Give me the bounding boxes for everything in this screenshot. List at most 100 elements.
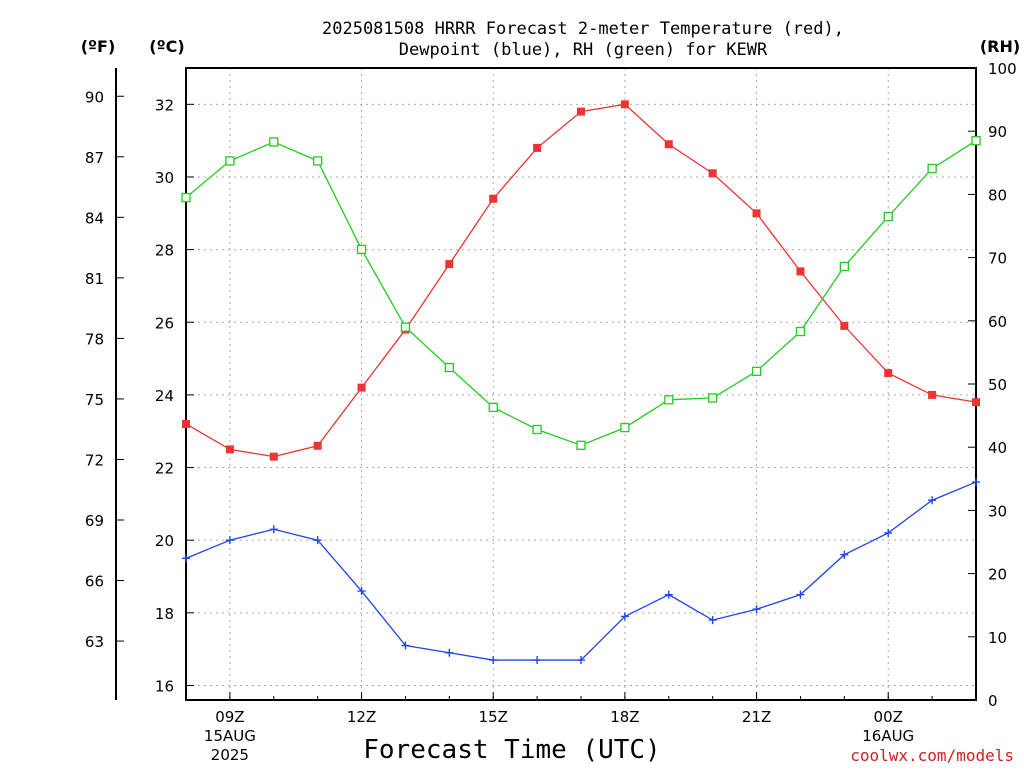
celsius-tick-label: 28: [155, 242, 174, 260]
celsius-unit-label: (ºC): [149, 37, 184, 56]
dewpoint-point: [313, 536, 322, 545]
fahrenheit-tick-label: 90: [85, 88, 104, 106]
fahrenheit-tick-label: 78: [85, 330, 104, 348]
celsius-tick-label: 22: [155, 460, 174, 478]
rh-point: [971, 136, 981, 146]
x-tick-label: 12Z: [347, 708, 376, 726]
x-tick-label: 21Z: [742, 708, 771, 726]
rh-point: [664, 395, 674, 405]
fahrenheit-tick-label: 81: [85, 270, 104, 288]
fahrenheit-unit-label: (ºF): [81, 37, 116, 56]
grid-lines: [186, 68, 976, 700]
rh-point: [488, 402, 498, 413]
fahrenheit-tick-label: 72: [85, 451, 104, 469]
x-axis-title: Forecast Time (UTC): [363, 735, 660, 765]
temperature-point: [182, 419, 190, 428]
rh-tick-label: 70: [988, 250, 1007, 268]
rh-point: [356, 244, 367, 255]
temperature-point: [225, 445, 234, 454]
dewpoint-point: [269, 525, 278, 534]
dewpoint-point: [752, 605, 761, 614]
dewpoint-point: [182, 554, 190, 563]
rh-point: [576, 440, 586, 450]
celsius-tick-label: 16: [155, 677, 174, 695]
rh-point: [400, 322, 411, 332]
rh-tick-label: 60: [988, 313, 1007, 331]
rh-point: [795, 326, 806, 337]
rh-point: [313, 156, 323, 166]
temperature-point: [664, 140, 673, 149]
dewpoint-point: [577, 656, 585, 665]
dewpoint-point: [884, 528, 893, 537]
temperature-point: [533, 143, 542, 152]
dewpoint-point: [357, 587, 366, 596]
temperature-point: [884, 369, 893, 378]
chart-title-line1: 2025081508 HRRR Forecast 2-meter Tempera…: [322, 19, 844, 39]
x-tick-date-label: 16AUG: [862, 727, 914, 745]
rh-unit-label: (RH): [980, 37, 1020, 56]
rh-point: [620, 422, 630, 433]
dewpoint-point: [445, 648, 454, 657]
dewpoint-point: [708, 616, 717, 625]
dewpoint-point: [489, 656, 498, 665]
temperature-point: [708, 169, 717, 178]
temperature-point: [445, 260, 454, 269]
dewpoint-point: [796, 590, 805, 599]
dewpoint-point: [840, 550, 849, 559]
rh-tick-label: 100: [988, 60, 1017, 78]
dewpoint-point: [972, 478, 980, 487]
rh-point: [883, 211, 893, 222]
dewpoint-point: [928, 496, 937, 505]
series-lines: [181, 100, 981, 665]
series-line-rh: [185, 140, 977, 446]
credit-text: coolwx.com/models: [850, 746, 1014, 765]
temperature-point: [796, 267, 805, 276]
series-dewpoint: [182, 478, 980, 665]
dewpoint-point: [533, 656, 542, 665]
rh-tick-label: 90: [988, 123, 1007, 141]
temperature-point: [577, 107, 585, 116]
temperature-point: [972, 398, 980, 407]
temperature-point: [752, 209, 761, 218]
dewpoint-point: [401, 641, 410, 650]
fahrenheit-tick-label: 84: [85, 209, 104, 227]
x-tick-label: 18Z: [610, 708, 639, 726]
fahrenheit-tick-label: 87: [85, 149, 104, 167]
rh-tick-label: 50: [988, 376, 1007, 394]
fahrenheit-tick-label: 75: [85, 391, 104, 409]
celsius-tick-label: 20: [155, 532, 174, 550]
series-line-temperature: [185, 103, 977, 458]
temperature-point: [269, 452, 278, 461]
celsius-tick-label: 18: [155, 605, 174, 623]
fahrenheit-tick-label: 66: [85, 573, 104, 591]
celsius-tick-label: 26: [155, 314, 174, 332]
temperature-point: [489, 194, 498, 203]
rh-point: [181, 192, 191, 203]
rh-tick-label: 40: [988, 439, 1007, 457]
rh-point: [927, 163, 937, 174]
x-tick-date-label: 15AUG: [204, 727, 256, 745]
temperature-point: [840, 321, 849, 330]
x-tick-label: 15Z: [479, 708, 508, 726]
dewpoint-point: [620, 612, 629, 621]
celsius-tick-label: 32: [155, 96, 174, 114]
rh-tick-label: 80: [988, 186, 1007, 204]
x-tick-label: 00Z: [874, 708, 903, 726]
rh-point: [225, 156, 235, 166]
dewpoint-point: [664, 590, 673, 599]
rh-point: [708, 393, 718, 403]
rh-tick-label: 20: [988, 566, 1007, 584]
x-tick-label: 09Z: [215, 708, 244, 726]
fahrenheit-tick-label: 69: [85, 512, 104, 530]
rh-point: [444, 362, 454, 373]
rh-point: [532, 424, 542, 435]
dewpoint-point: [225, 536, 234, 545]
temperature-point: [620, 100, 629, 109]
rh-tick-label: 30: [988, 502, 1007, 520]
series-rh: [181, 136, 981, 450]
temperature-point: [928, 390, 937, 399]
rh-tick-label: 0: [988, 692, 998, 710]
axis-ticks: 16 18 20 22 24 26 28 30 32 63 66 69 72 75 78 81 84 87 90 0 1…: [85, 60, 1017, 764]
